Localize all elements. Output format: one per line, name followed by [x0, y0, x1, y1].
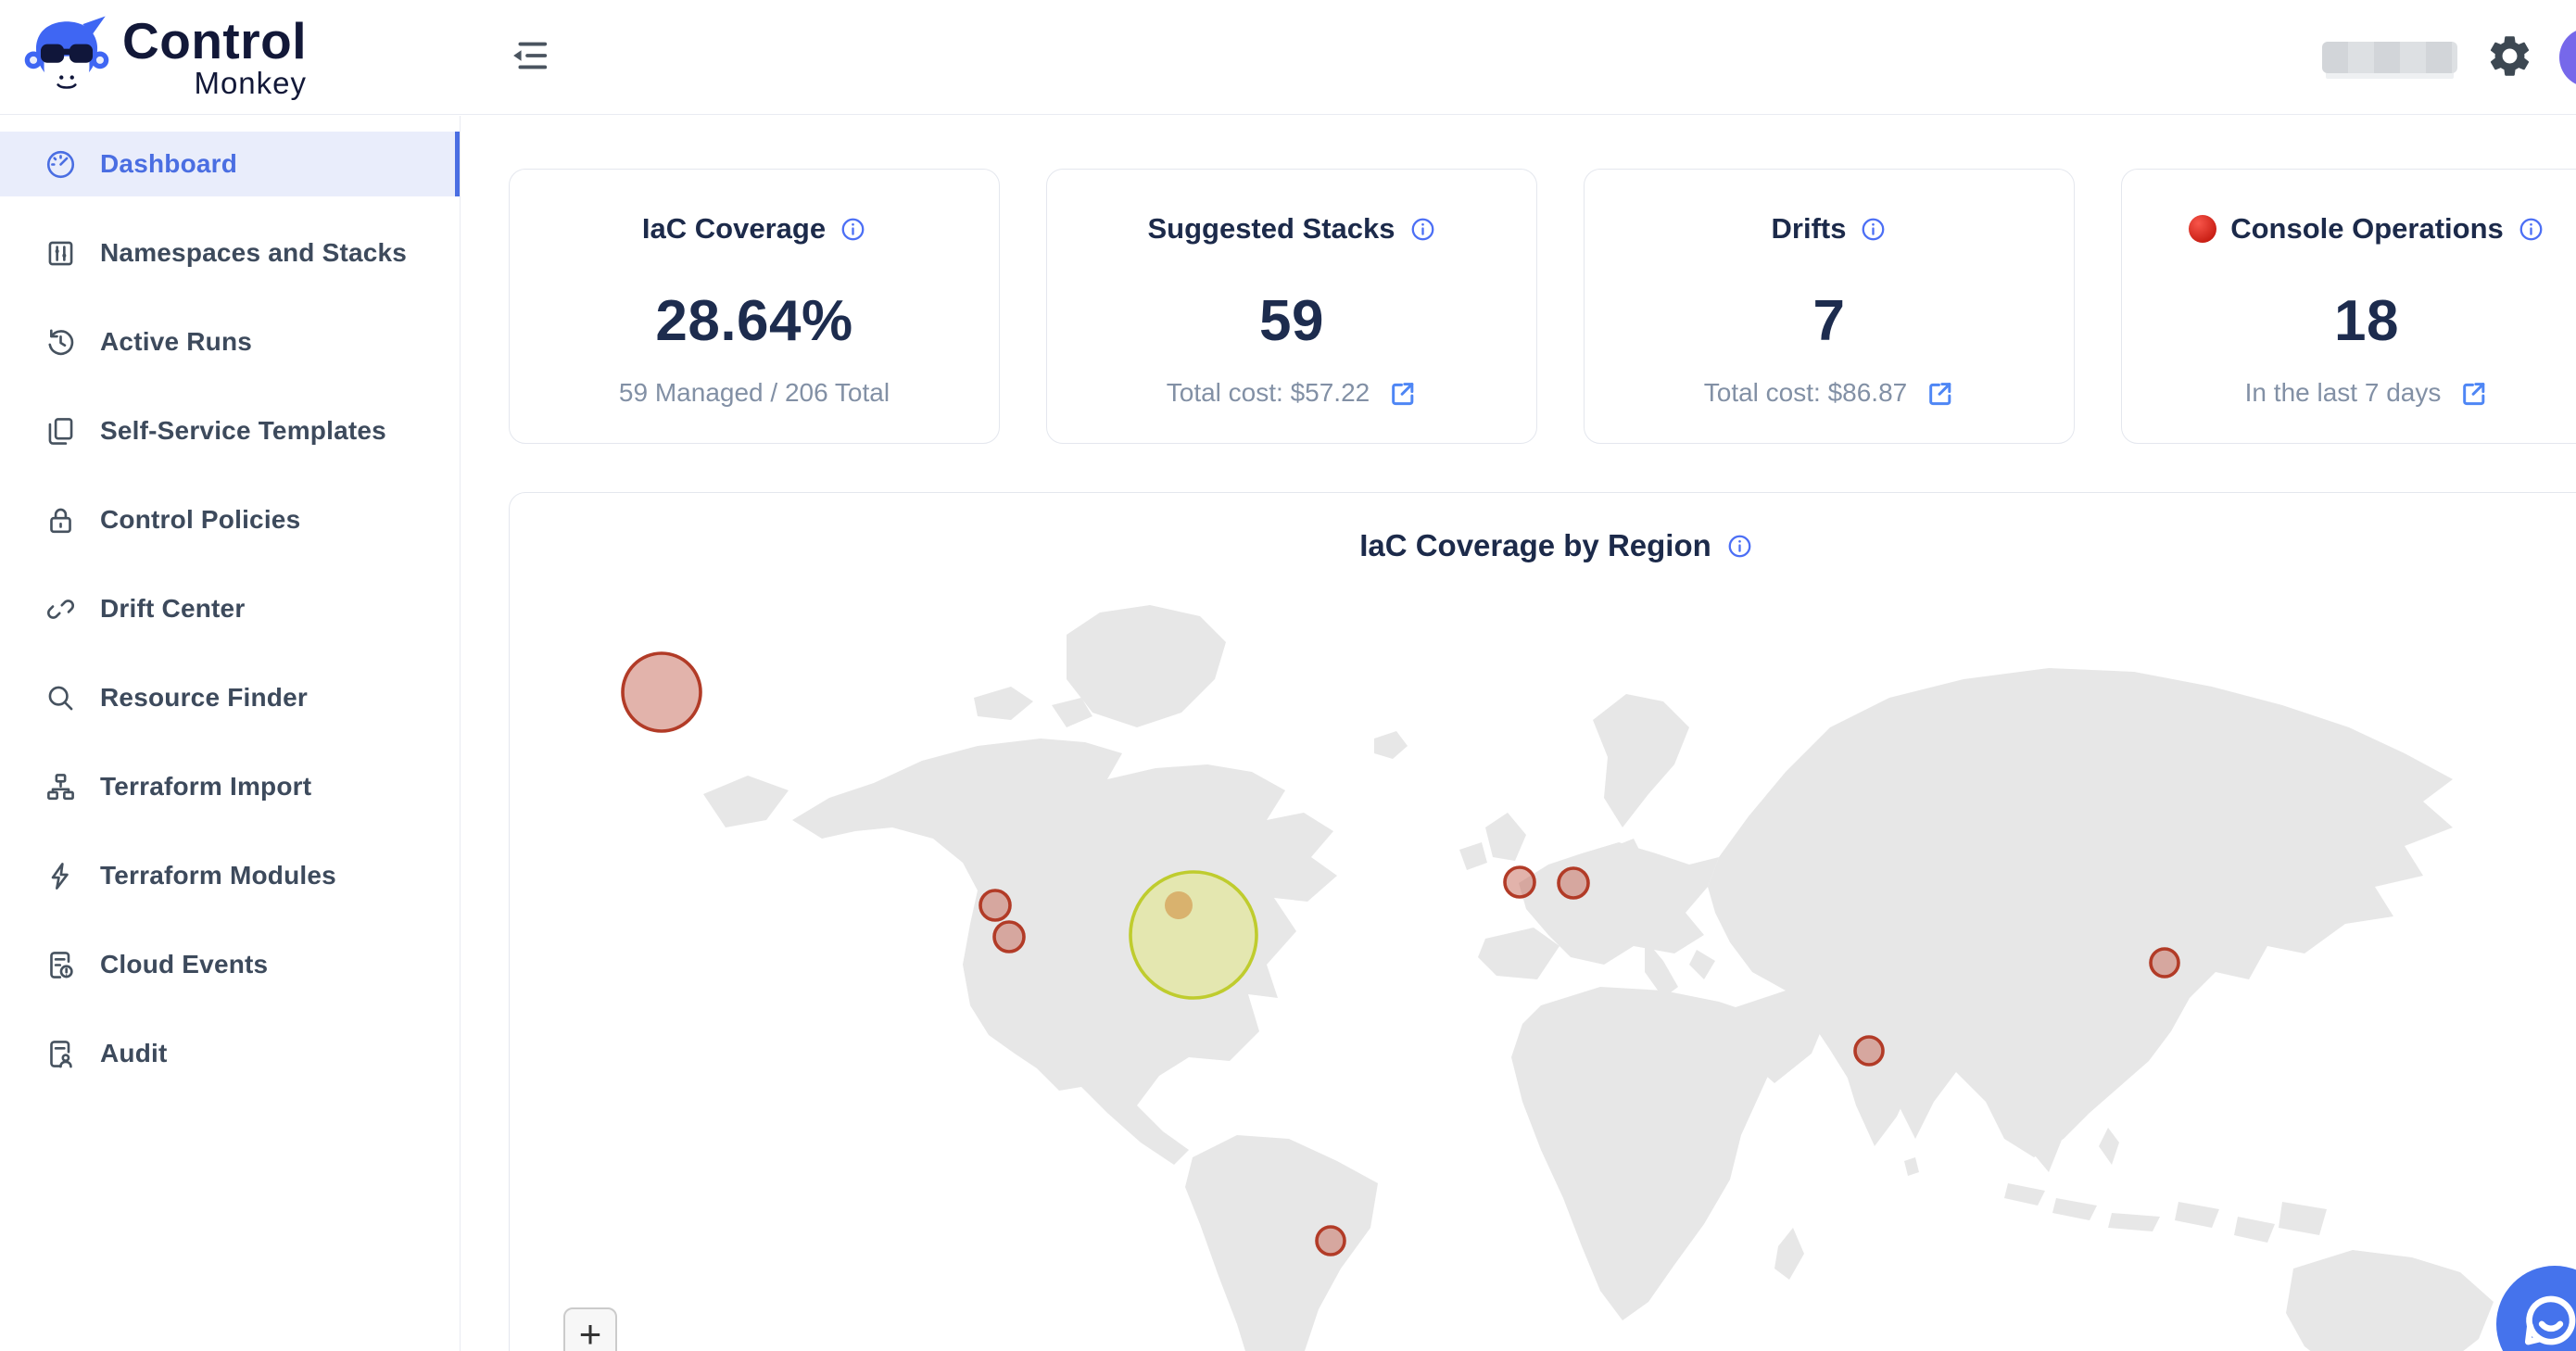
- external-link-icon[interactable]: [1926, 379, 1954, 408]
- sidebar-item-terraform-modules[interactable]: Terraform Modules: [0, 843, 460, 908]
- sidebar-item-self-service-templates[interactable]: Self-Service Templates: [0, 398, 460, 463]
- card-title: Suggested Stacks: [1147, 212, 1395, 245]
- sidebar-item-label: Audit: [100, 1039, 168, 1067]
- card-subtitle: In the last 7 days: [2244, 378, 2442, 407]
- map-bubble[interactable]: [1129, 870, 1258, 1000]
- sidebar-item-label: Drift Center: [100, 594, 246, 623]
- map-bubble[interactable]: [1315, 1225, 1346, 1256]
- sidebar-item-dashboard[interactable]: Dashboard: [0, 132, 460, 196]
- settings-button[interactable]: [2483, 32, 2535, 83]
- info-icon[interactable]: [1409, 216, 1436, 243]
- map-card: IaC Coverage by Region: [509, 492, 2576, 1351]
- map-bubble[interactable]: [621, 651, 702, 733]
- map-zoom-in-button[interactable]: +: [563, 1307, 617, 1351]
- gear-icon: [2490, 35, 2529, 76]
- card-value: 18: [2334, 289, 2399, 353]
- sidebar-item-audit[interactable]: Audit: [0, 1021, 460, 1086]
- sidebar-item-namespaces-and-stacks[interactable]: Namespaces and Stacks: [0, 221, 460, 285]
- document-alert-icon: [44, 948, 78, 982]
- card-title-row: Suggested Stacks: [1047, 212, 1536, 246]
- map-bubble[interactable]: [1503, 865, 1536, 899]
- sidebar-item-label: Resource Finder: [100, 683, 308, 712]
- sidebar-nav: Dashboard Namespaces and Stacks Active R…: [0, 116, 461, 1351]
- templates-icon: [44, 414, 78, 448]
- card-title-row: Console Operations: [2122, 212, 2576, 246]
- status-dot: [2189, 215, 2217, 243]
- top-header: Control Monkey: [0, 0, 2576, 115]
- card-subtitle: Total cost: $86.87: [1703, 378, 1908, 407]
- stat-card-drifts: Drifts 7 Total cost: $86.87: [1584, 169, 2075, 444]
- card-title-row: IaC Coverage: [510, 212, 999, 246]
- sidebar-item-label: Active Runs: [100, 327, 253, 356]
- card-subtitle-row: Total cost: $57.22: [1047, 378, 1536, 408]
- bolt-icon: [44, 859, 78, 893]
- document-user-icon: [44, 1037, 78, 1071]
- card-title: Drifts: [1771, 212, 1847, 245]
- sidebar-item-label: Dashboard: [100, 149, 238, 178]
- history-icon: [44, 325, 78, 360]
- sidebar-item-label: Namespaces and Stacks: [100, 238, 408, 267]
- map-bubble[interactable]: [992, 920, 1026, 953]
- sidebar-item-terraform-import[interactable]: Terraform Import: [0, 754, 460, 819]
- brand-name-line2: Monkey: [194, 65, 308, 100]
- brand-name-line1: Control: [122, 11, 308, 69]
- card-subtitle-row: Total cost: $86.87: [1585, 378, 2074, 408]
- lock-icon: [44, 503, 78, 537]
- unlink-icon: [44, 592, 78, 626]
- monkey-logo-icon: [24, 15, 109, 89]
- map-bubble[interactable]: [979, 889, 1012, 922]
- card-value: 7: [1812, 289, 1846, 353]
- stacks-icon: [44, 236, 78, 271]
- card-value: 28.64%: [655, 289, 853, 353]
- card-subtitle-row: 59 Managed / 206 Total: [510, 378, 999, 408]
- sidebar-item-drift-center[interactable]: Drift Center: [0, 576, 460, 641]
- map-bubble[interactable]: [1165, 891, 1193, 919]
- sidebar-item-label: Control Policies: [100, 505, 301, 534]
- info-icon[interactable]: [840, 216, 866, 243]
- search-icon: [44, 681, 78, 715]
- sidebar-item-label: Terraform Modules: [100, 861, 336, 890]
- card-subtitle: Total cost: $57.22: [1166, 378, 1370, 407]
- sitemap-icon: [44, 770, 78, 804]
- collapse-sidebar-button[interactable]: [505, 33, 553, 82]
- card-subtitle-row: In the last 7 days: [2122, 378, 2576, 408]
- sidebar-item-resource-finder[interactable]: Resource Finder: [0, 665, 460, 730]
- stat-card-iac-coverage: IaC Coverage 28.64% 59 Managed / 206 Tot…: [509, 169, 1000, 444]
- map-bubble[interactable]: [1853, 1035, 1885, 1067]
- map-bubble-layer: [621, 651, 2180, 1256]
- user-avatar[interactable]: [2559, 27, 2576, 87]
- card-subtitle: 59 Managed / 206 Total: [618, 378, 890, 407]
- chat-icon: [2524, 1295, 2576, 1345]
- sidebar-item-active-runs[interactable]: Active Runs: [0, 309, 460, 374]
- card-value: 59: [1259, 289, 1324, 353]
- world-map[interactable]: [511, 520, 2576, 1351]
- map-title-row: IaC Coverage by Region: [510, 528, 2576, 563]
- stat-cards-row: IaC Coverage 28.64% 59 Managed / 206 Tot…: [509, 169, 2576, 444]
- card-title: Console Operations: [2230, 212, 2504, 245]
- card-title: IaC Coverage: [641, 212, 827, 245]
- info-icon[interactable]: [1860, 216, 1887, 243]
- info-icon[interactable]: [2518, 216, 2544, 243]
- external-link-icon[interactable]: [2459, 379, 2488, 408]
- sidebar-item-label: Terraform Import: [100, 772, 312, 801]
- stat-card-suggested-stacks: Suggested Stacks 59 Total cost: $57.22: [1046, 169, 1537, 444]
- card-title-row: Drifts: [1585, 212, 2074, 246]
- sidebar-item-label: Self-Service Templates: [100, 416, 386, 445]
- world-map-land: [703, 605, 2494, 1351]
- info-icon[interactable]: [1726, 533, 1753, 560]
- map-bubble[interactable]: [2149, 947, 2180, 979]
- sidebar-item-label: Cloud Events: [100, 950, 269, 979]
- sidebar-item-control-policies[interactable]: Control Policies: [0, 487, 460, 552]
- stat-card-console-operations: Console Operations 18 In the last 7 days: [2121, 169, 2576, 444]
- sidebar-item-cloud-events[interactable]: Cloud Events: [0, 932, 460, 997]
- map-bubble[interactable]: [1557, 866, 1590, 900]
- external-link-icon[interactable]: [1388, 379, 1417, 408]
- collapse-sidebar-icon: [513, 42, 548, 69]
- map-title: IaC Coverage by Region: [1359, 528, 1711, 562]
- main-content: IaC Coverage 28.64% 59 Managed / 206 Tot…: [461, 116, 2576, 1351]
- brand-logo: Control Monkey: [24, 14, 307, 101]
- gauge-icon: [44, 147, 78, 182]
- redacted-account-label: [2322, 41, 2457, 73]
